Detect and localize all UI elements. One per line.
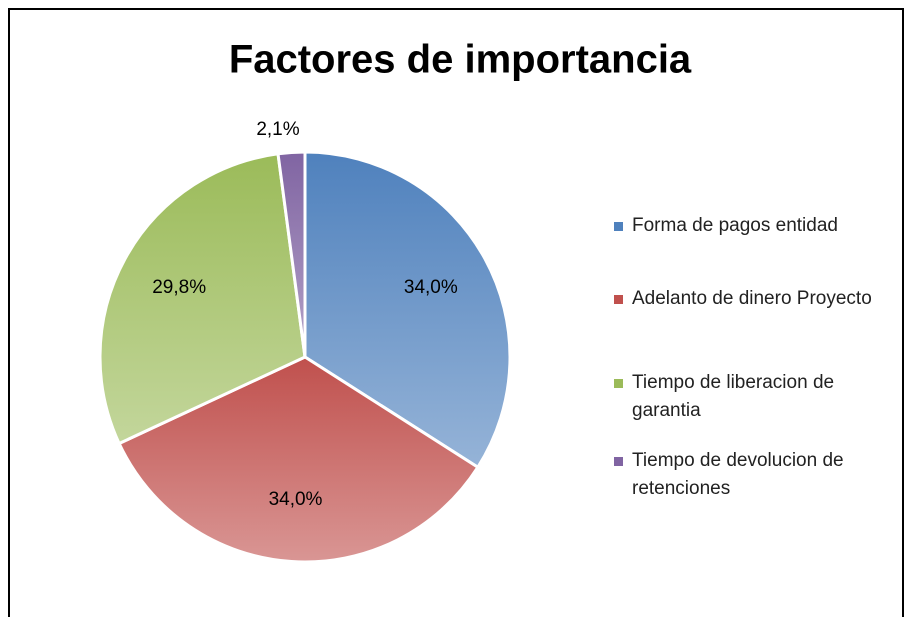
legend-swatch [614,379,623,388]
legend-label: Tiempo de devolucion de retenciones [632,450,844,499]
legend-label: Adelanto de dinero Proyecto [632,288,872,309]
legend-item: Forma de pagos entidad [612,212,902,240]
legend-item: Tiempo de devolucion de retenciones [612,447,902,503]
chart-frame [8,8,904,617]
data-label: 34,0% [404,277,458,298]
legend-swatch [614,222,623,231]
legend-swatch [614,457,623,466]
data-label: 34,0% [269,489,323,510]
legend-item: Adelanto de dinero Proyecto [612,285,902,313]
legend-swatch [614,295,623,304]
legend-item: Tiempo de liberacion de garantia [612,369,902,425]
chart-title: Factores de importancia [229,38,692,82]
pie-slice [276,150,307,358]
legend-label: Forma de pagos entidad [632,215,838,236]
data-label: 29,8% [152,277,206,298]
pie-slice [98,152,307,446]
data-label: 2,1% [256,119,299,140]
legend-label: Tiempo de liberacion de garantia [632,372,835,421]
pie-slice [117,355,480,564]
